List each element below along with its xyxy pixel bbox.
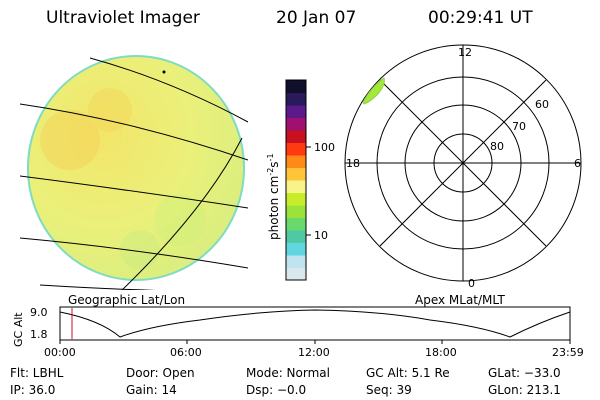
colorbar-band xyxy=(286,92,306,106)
altitude-ymax: 9.0 xyxy=(30,306,48,319)
time-label: 00:29:41 UT xyxy=(428,8,533,28)
colorbar-band xyxy=(286,130,306,143)
apex-panel-label: Apex MLat/MLT xyxy=(415,293,505,307)
aurora-fragment xyxy=(362,77,385,105)
colorbar-band xyxy=(286,242,306,256)
info-glat: GLat: −33.0 xyxy=(488,366,561,380)
colorbar xyxy=(285,79,311,281)
mlt-label-top: 12 xyxy=(458,46,472,59)
polar-plot xyxy=(344,44,582,282)
info-glon: GLon: 213.1 xyxy=(488,383,561,397)
mlt-label-left: 18 xyxy=(346,157,360,170)
altitude-strip xyxy=(59,306,571,344)
colorbar-band xyxy=(286,167,306,181)
lat-label-60: 60 xyxy=(535,98,549,111)
x-tick-0600: 06:00 xyxy=(170,346,202,359)
colorbar-band xyxy=(286,105,306,118)
colorbar-tick-10: 10 xyxy=(314,229,328,242)
info-gain: Gain: 14 xyxy=(126,383,177,397)
date-label: 20 Jan 07 xyxy=(276,8,357,28)
colorbar-band xyxy=(286,230,306,243)
altitude-ylabel: GC Alt xyxy=(12,312,25,347)
info-flt: Flt: LBHL xyxy=(10,366,64,380)
x-tick-0000: 00:00 xyxy=(44,346,76,359)
info-door: Door: Open xyxy=(126,366,195,380)
colorbar-band xyxy=(286,205,306,218)
colorbar-band xyxy=(286,117,306,131)
colorbar-band xyxy=(286,192,306,206)
info-gc-alt: GC Alt: 5.1 Re xyxy=(366,366,450,380)
x-tick-1200: 12:00 xyxy=(298,346,330,359)
colorbar-band xyxy=(286,217,306,231)
lat-label-80: 80 xyxy=(490,140,504,153)
colorbar-band xyxy=(286,80,306,93)
colorbar-band xyxy=(286,142,306,156)
info-ip: IP: 36.0 xyxy=(10,383,56,397)
instrument-title: Ultraviolet Imager xyxy=(46,8,200,28)
colorbar-band xyxy=(286,155,306,168)
colorbar-band xyxy=(286,180,306,193)
mlt-label-bottom: 0 xyxy=(468,277,475,290)
info-seq: Seq: 39 xyxy=(366,383,412,397)
altitude-ymin: 1.8 xyxy=(30,328,48,341)
colorbar-tick-100: 100 xyxy=(314,141,335,154)
info-dsp: Dsp: −0.0 xyxy=(246,383,307,397)
lat-label-70: 70 xyxy=(512,120,526,133)
colorbar-band xyxy=(286,255,306,268)
mlt-label-right: 6 xyxy=(574,157,581,170)
geo-panel-label: Geographic Lat/Lon xyxy=(68,293,186,307)
x-tick-2359: 23:59 xyxy=(552,346,584,359)
colorbar-unit-label: photon cm-2s-1 xyxy=(266,153,281,240)
x-tick-1800: 18:00 xyxy=(425,346,457,359)
info-mode: Mode: Normal xyxy=(246,366,330,380)
uv-image-panel xyxy=(20,55,248,290)
colorbar-band xyxy=(286,267,306,281)
geo-grid xyxy=(20,57,248,290)
earth-disk xyxy=(27,55,245,281)
